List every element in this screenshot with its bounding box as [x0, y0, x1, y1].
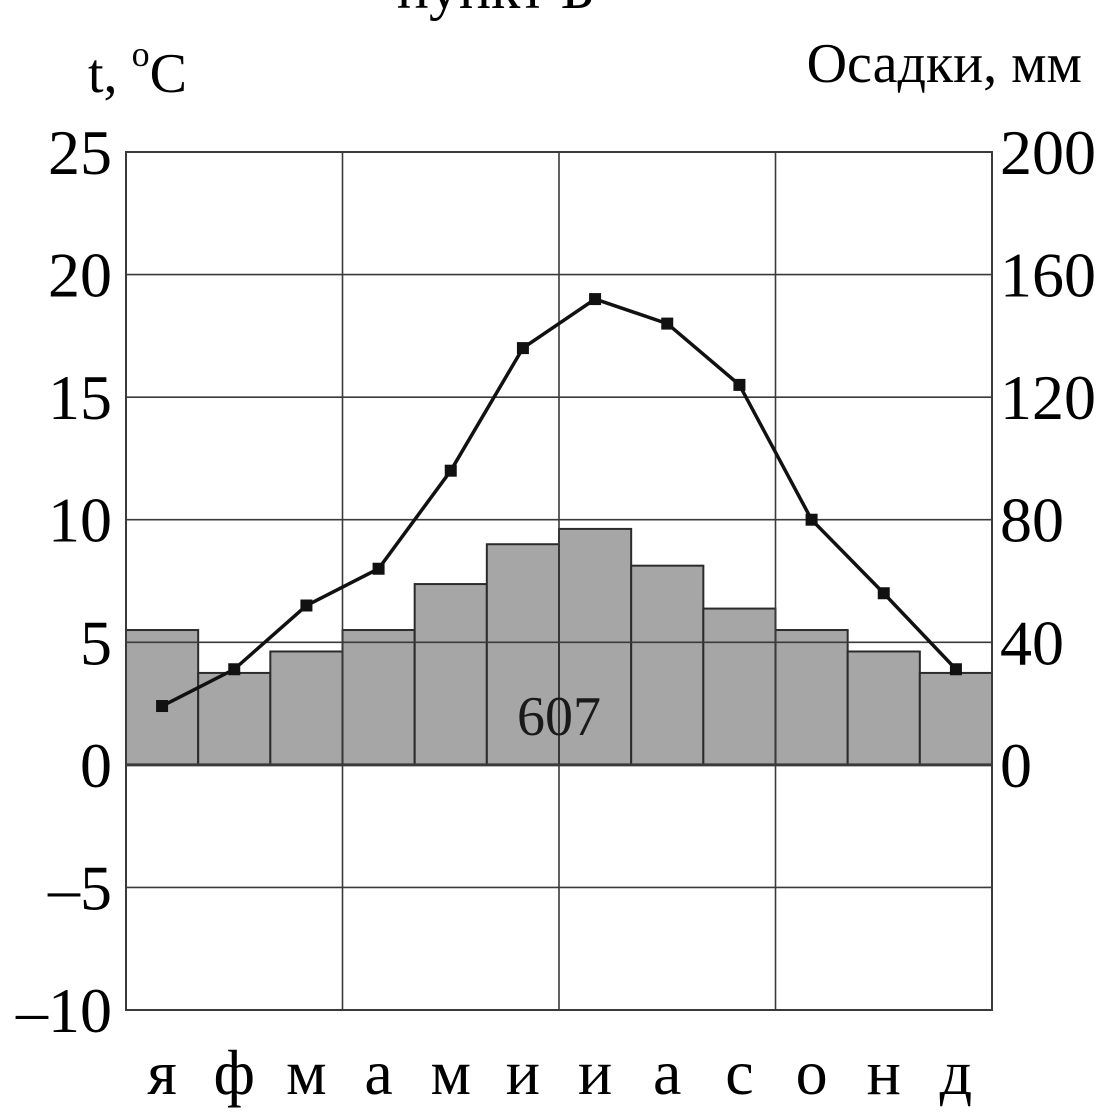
left-axis-title-prefix: t, [88, 43, 132, 105]
chart-title: пункт Б [397, 0, 595, 21]
month-label: с [725, 1037, 753, 1108]
left-tick-label: –10 [15, 975, 112, 1046]
precipitation-bar [918, 671, 994, 766]
left-axis-title: t, oC [88, 34, 187, 105]
left-tick-label: 10 [48, 485, 112, 556]
temperature-polyline [161, 297, 958, 708]
temperature-point [516, 342, 529, 355]
month-label: м [286, 1037, 327, 1108]
temperature-point [661, 317, 674, 330]
chart-grid [125, 151, 993, 1011]
month-label: и [506, 1037, 540, 1108]
precipitation-bar [413, 583, 488, 766]
precipitation-bar [774, 629, 849, 766]
precipitation-bar [702, 607, 777, 766]
precipitation-bar [630, 564, 705, 766]
precipitation-bar [269, 650, 344, 766]
right-tick-label: 0 [1000, 730, 1032, 801]
right-axis-title: Осадки, мм [807, 33, 1082, 95]
month-label: и [578, 1037, 612, 1108]
left-tick-label: 20 [48, 240, 112, 311]
left-axis-title-unit: C [150, 43, 187, 105]
precipitation-bar [197, 671, 272, 766]
left-tick-label: 5 [80, 607, 112, 678]
left-tick-label: –5 [47, 852, 112, 923]
left-tick-label: 15 [48, 362, 112, 433]
temperature-point [156, 700, 169, 713]
left-axis-title-degree: o [132, 34, 150, 74]
temperature-point [805, 513, 818, 526]
annual-precipitation-total: 607 [517, 686, 601, 748]
temperature-point [444, 464, 457, 477]
right-tick-label: 200 [1000, 117, 1096, 188]
right-tick-label: 120 [1000, 362, 1096, 433]
month-label: д [940, 1037, 973, 1108]
left-axis-ticks: 25 20 15 10 5 0 –5 –10 [15, 117, 112, 1046]
temperature-point [589, 293, 602, 306]
left-tick-label: 0 [80, 730, 112, 801]
right-tick-label: 80 [1000, 485, 1064, 556]
temperature-point [372, 562, 385, 575]
temperature-line [156, 293, 962, 713]
month-label: м [431, 1037, 472, 1108]
month-label: о [796, 1037, 828, 1108]
temperature-point [300, 599, 313, 612]
temperature-point [228, 663, 241, 676]
precipitation-bar [846, 650, 921, 766]
precipitation-bar [485, 543, 560, 766]
right-tick-label: 40 [1000, 607, 1064, 678]
precipitation-bar [125, 629, 200, 766]
left-tick-label: 25 [48, 117, 112, 188]
temperature-point [949, 663, 962, 676]
right-axis-ticks: 200 160 120 80 40 0 [1000, 117, 1096, 801]
precipitation-bar [341, 629, 416, 766]
month-label: а [653, 1037, 681, 1108]
temperature-point [877, 587, 890, 600]
plot-frame [125, 151, 993, 1011]
month-label: ф [214, 1037, 255, 1108]
precipitation-bars [125, 527, 994, 766]
month-label: а [364, 1037, 392, 1108]
temperature-point [733, 378, 746, 391]
right-tick-label: 160 [1000, 240, 1096, 311]
month-label: н [867, 1037, 901, 1108]
month-label: я [147, 1037, 176, 1108]
